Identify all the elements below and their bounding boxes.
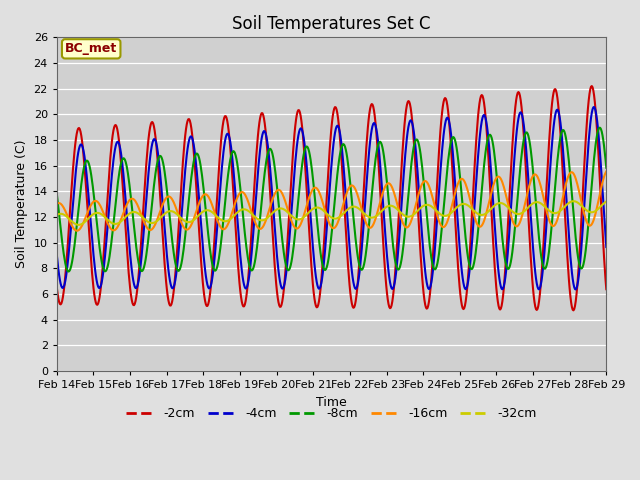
Text: BC_met: BC_met (65, 42, 117, 55)
Title: Soil Temperatures Set C: Soil Temperatures Set C (232, 15, 431, 33)
X-axis label: Time: Time (316, 396, 347, 408)
Y-axis label: Soil Temperature (C): Soil Temperature (C) (15, 140, 28, 268)
Legend: -2cm, -4cm, -8cm, -16cm, -32cm: -2cm, -4cm, -8cm, -16cm, -32cm (121, 402, 542, 425)
